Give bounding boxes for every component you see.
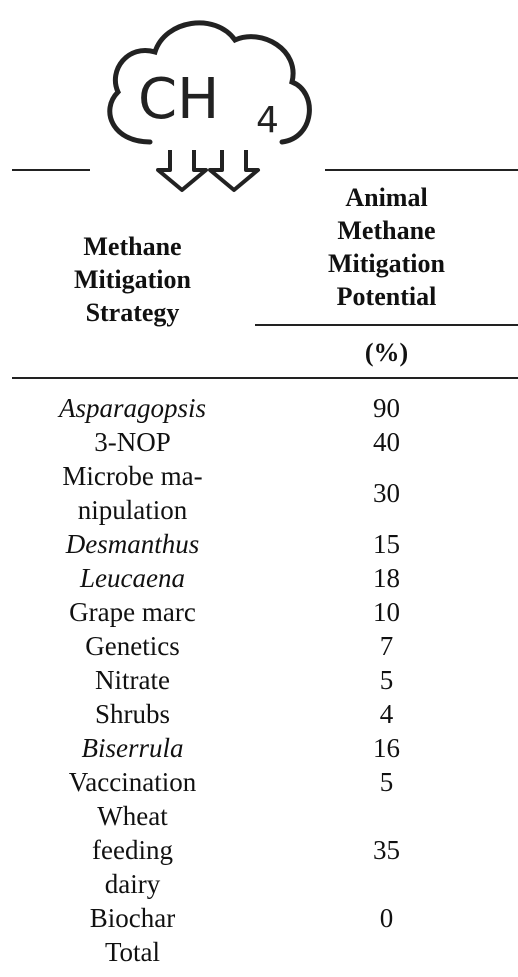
strategy-cell: Shrubs xyxy=(94,699,170,729)
strategy-cell: Desmanthus xyxy=(65,529,200,559)
strategy-cell: Genetics xyxy=(85,631,180,661)
value-cell: 10 xyxy=(373,597,400,627)
header-potential: Animal Methane Mitigation Potential xyxy=(328,183,445,311)
cloud-outline xyxy=(107,20,312,145)
arrow xyxy=(208,150,260,192)
value-cell: 40 xyxy=(373,427,400,457)
value-cell: 5 xyxy=(379,665,394,695)
icon-subscript: 4 xyxy=(256,100,279,141)
value-cell: 5 xyxy=(379,767,394,797)
icon-text: CH xyxy=(138,67,219,132)
strategy-cell: Asparagopsis xyxy=(58,393,207,423)
strategy-cell: Biserrula xyxy=(81,733,184,763)
value-cell: 7 xyxy=(379,631,394,661)
value-cell: 18 xyxy=(373,563,400,593)
strategy-cell: Total xyxy=(104,937,161,967)
rule xyxy=(325,169,518,171)
value-cell: 30 xyxy=(373,478,400,508)
value-cell: 16 xyxy=(373,733,400,763)
header-strategy: Methane Mitigation Strategy xyxy=(74,232,191,327)
strategy-cell: Leucaena xyxy=(80,563,185,593)
arrow xyxy=(156,150,208,192)
rule xyxy=(255,324,518,326)
strategy-cell: Vaccination xyxy=(68,767,197,797)
value-cell: 0 xyxy=(379,903,394,933)
value-cell: 35 xyxy=(373,835,400,865)
strategy-cell: 3-NOP xyxy=(94,427,171,457)
value-cell: 4 xyxy=(379,699,394,729)
strategy-cell: Microbe ma- nipulation xyxy=(62,461,203,525)
methane-icon: CH 4 xyxy=(107,20,312,192)
strategy-cell: Grape marc xyxy=(69,597,196,627)
header-unit: (%) xyxy=(364,338,409,367)
value-cell: 15 xyxy=(373,529,400,559)
strategy-cell: Biochar xyxy=(89,903,176,933)
strategy-cell: Nitrate xyxy=(95,665,170,695)
rule xyxy=(12,169,90,171)
value-cell: 90 xyxy=(373,393,400,423)
strategy-cell: Wheat feeding dairy xyxy=(92,801,173,899)
rule xyxy=(12,377,518,379)
